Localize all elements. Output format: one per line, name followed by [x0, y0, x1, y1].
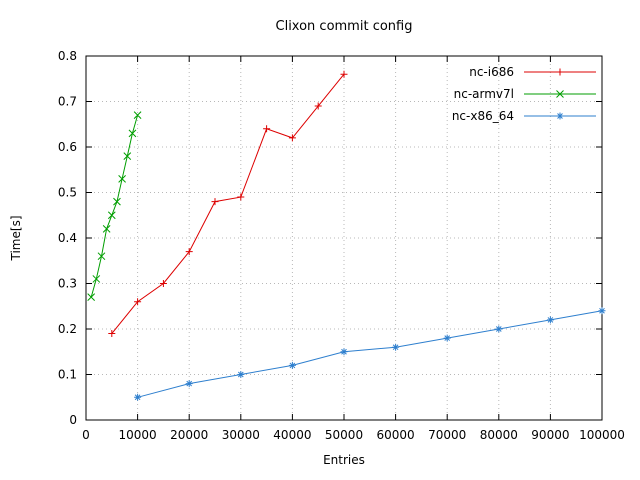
legend-marker	[556, 68, 564, 76]
series-line	[111, 73, 345, 334]
legend-label: nc-x86_64	[452, 109, 514, 123]
y-tick-label: 0.4	[58, 231, 77, 245]
series-markers	[108, 70, 348, 338]
legend-label: nc-i686	[469, 65, 514, 79]
x-tick-label: 30000	[222, 428, 260, 442]
x-tick-label: 60000	[377, 428, 415, 442]
series-line	[90, 114, 139, 298]
y-tick-label: 0	[69, 413, 77, 427]
x-tick-label: 40000	[273, 428, 311, 442]
x-tick-label: 100000	[579, 428, 625, 442]
series-markers	[134, 307, 606, 401]
y-tick-label: 0.8	[58, 49, 77, 63]
y-tick-label: 0.2	[58, 322, 77, 336]
legend-marker	[556, 112, 564, 120]
legend-label: nc-armv7l	[454, 87, 514, 101]
legend-marker	[556, 90, 564, 98]
x-tick-label: 10000	[119, 428, 157, 442]
x-axis-label: Entries	[323, 453, 365, 467]
legend: nc-i686 nc-armv7l nc-x86_64	[452, 65, 596, 123]
x-tick-label: 70000	[428, 428, 466, 442]
y-tick-label: 0.6	[58, 140, 77, 154]
x-tick-label: 90000	[531, 428, 569, 442]
x-tick-label: 0	[82, 428, 90, 442]
x-tick-label: 80000	[480, 428, 518, 442]
series-nc-i686	[108, 70, 348, 338]
chart-title: Clixon commit config	[276, 19, 413, 34]
y-axis-label: Time[s]	[9, 216, 23, 262]
axis-ticks	[85, 55, 603, 421]
y-tick-label: 0.3	[58, 277, 77, 291]
y-tick-label: 0.1	[58, 368, 77, 382]
series-nc-armv7l	[87, 111, 142, 302]
series-nc-x86_64	[134, 307, 606, 401]
series-markers	[87, 111, 142, 302]
x-tick-label: 50000	[325, 428, 363, 442]
x-tick-label: 20000	[170, 428, 208, 442]
y-tick-label: 0.7	[58, 95, 77, 109]
series-line	[137, 310, 603, 398]
y-tick-label: 0.5	[58, 186, 77, 200]
